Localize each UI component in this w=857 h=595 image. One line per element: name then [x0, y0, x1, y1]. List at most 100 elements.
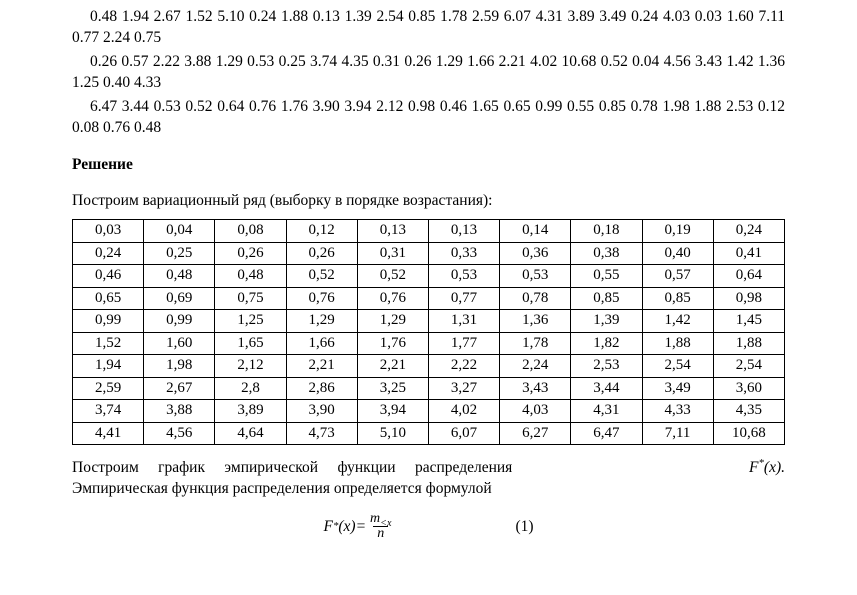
- table-cell: 0,52: [357, 265, 428, 288]
- formula-fraction: m<x n: [368, 512, 393, 541]
- table-cell: 1,94: [73, 355, 144, 378]
- table-cell: 0,14: [500, 220, 571, 243]
- table-cell: 4,35: [713, 400, 784, 423]
- table-cell: 3,74: [73, 400, 144, 423]
- table-cell: 2,54: [642, 355, 713, 378]
- data-paragraph-3: 6.47 3.44 0.53 0.52 0.64 0.76 1.76 3.90 …: [72, 96, 785, 139]
- table-cell: 6,27: [500, 422, 571, 445]
- table-cell: 4,02: [428, 400, 499, 423]
- table-cell: 4,33: [642, 400, 713, 423]
- table-cell: 0,99: [144, 310, 215, 333]
- empirical-definition-line-1: Построим график эмпирической функции рас…: [72, 457, 785, 478]
- table-cell: 2,59: [73, 377, 144, 400]
- table-cell: 0,77: [428, 287, 499, 310]
- table-cell: 4,56: [144, 422, 215, 445]
- table-cell: 0,19: [642, 220, 713, 243]
- variational-table-body: 0,030,040,080,120,130,130,140,180,190,24…: [73, 220, 785, 445]
- formula-block: F*(x) = m<x n (1): [72, 512, 785, 541]
- equation-number: (1): [515, 516, 533, 537]
- table-cell: 1,76: [357, 332, 428, 355]
- table-cell: 6,07: [428, 422, 499, 445]
- def-word-1: Построим: [72, 459, 139, 476]
- table-cell: 0,76: [357, 287, 428, 310]
- table-cell: 1,39: [571, 310, 642, 333]
- table-cell: 0,69: [144, 287, 215, 310]
- table-cell: 2,54: [713, 355, 784, 378]
- table-cell: 1,77: [428, 332, 499, 355]
- table-cell: 0,75: [215, 287, 286, 310]
- table-cell: 0,26: [215, 242, 286, 265]
- table-row: 0,030,040,080,120,130,130,140,180,190,24: [73, 220, 785, 243]
- table-row: 1,521,601,651,661,761,771,781,821,881,88: [73, 332, 785, 355]
- table-cell: 1,82: [571, 332, 642, 355]
- table-cell: 2,8: [215, 377, 286, 400]
- table-row: 3,743,883,893,903,944,024,034,314,334,35: [73, 400, 785, 423]
- table-cell: 1,52: [73, 332, 144, 355]
- table-row: 1,941,982,122,212,212,222,242,532,542,54: [73, 355, 785, 378]
- def-word-3: эмпирической: [224, 459, 318, 476]
- formula: F*(x) = m<x n: [323, 512, 395, 541]
- table-row: 0,990,991,251,291,291,311,361,391,421,45: [73, 310, 785, 333]
- table-cell: 0,85: [571, 287, 642, 310]
- table-cell: 4,03: [500, 400, 571, 423]
- table-cell: 0,24: [713, 220, 784, 243]
- table-cell: 0,31: [357, 242, 428, 265]
- table-cell: 6,47: [571, 422, 642, 445]
- table-cell: 0,64: [713, 265, 784, 288]
- table-cell: 0,26: [286, 242, 357, 265]
- table-cell: 0,24: [73, 242, 144, 265]
- data-paragraph-1: 0.48 1.94 2.67 1.52 5.10 0.24 1.88 0.13 …: [72, 6, 785, 49]
- formula-denominator: n: [373, 526, 388, 541]
- table-cell: 1,31: [428, 310, 499, 333]
- table-cell: 1,98: [144, 355, 215, 378]
- table-cell: 2,12: [215, 355, 286, 378]
- table-cell: 2,86: [286, 377, 357, 400]
- table-cell: 0,55: [571, 265, 642, 288]
- table-cell: 1,78: [500, 332, 571, 355]
- table-cell: 3,25: [357, 377, 428, 400]
- table-cell: 1,88: [713, 332, 784, 355]
- table-cell: 1,65: [215, 332, 286, 355]
- table-cell: 4,64: [215, 422, 286, 445]
- table-cell: 0,12: [286, 220, 357, 243]
- table-cell: 0,38: [571, 242, 642, 265]
- table-cell: 0,33: [428, 242, 499, 265]
- table-cell: 0,36: [500, 242, 571, 265]
- empirical-fn-notation: F*(x).: [737, 457, 785, 478]
- variational-table: 0,030,040,080,120,130,130,140,180,190,24…: [72, 219, 785, 445]
- table-row: 0,650,690,750,760,760,770,780,850,850,98: [73, 287, 785, 310]
- table-cell: 0,18: [571, 220, 642, 243]
- empirical-definition-line-2: Эмпирическая функция распределения опред…: [72, 478, 785, 499]
- formula-F: F: [323, 516, 332, 537]
- table-cell: 0,76: [286, 287, 357, 310]
- table-cell: 1,36: [500, 310, 571, 333]
- table-cell: 0,53: [500, 265, 571, 288]
- table-cell: 0,99: [73, 310, 144, 333]
- table-cell: 0,13: [428, 220, 499, 243]
- table-cell: 0,46: [73, 265, 144, 288]
- table-cell: 1,25: [215, 310, 286, 333]
- def-word-5: распределения: [415, 459, 512, 476]
- data-paragraph-2: 0.26 0.57 2.22 3.88 1.29 0.53 0.25 3.74 …: [72, 51, 785, 94]
- fn-F: F: [749, 459, 758, 476]
- fn-x: (x).: [764, 459, 785, 476]
- table-cell: 4,31: [571, 400, 642, 423]
- table-cell: 2,67: [144, 377, 215, 400]
- page: 0.48 1.94 2.67 1.52 5.10 0.24 1.88 0.13 …: [0, 0, 857, 595]
- table-cell: 0,08: [215, 220, 286, 243]
- table-cell: 3,94: [357, 400, 428, 423]
- table-cell: 0,57: [642, 265, 713, 288]
- table-cell: 10,68: [713, 422, 784, 445]
- table-cell: 0,48: [215, 265, 286, 288]
- table-cell: 0,40: [642, 242, 713, 265]
- solution-heading: Решение: [72, 154, 785, 175]
- table-cell: 4,41: [73, 422, 144, 445]
- table-cell: 1,29: [357, 310, 428, 333]
- table-cell: 1,60: [144, 332, 215, 355]
- table-row: 0,240,250,260,260,310,330,360,380,400,41: [73, 242, 785, 265]
- table-cell: 2,53: [571, 355, 642, 378]
- table-row: 4,414,564,644,735,106,076,276,477,1110,6…: [73, 422, 785, 445]
- table-cell: 3,60: [713, 377, 784, 400]
- table-cell: 0,53: [428, 265, 499, 288]
- table-row: 2,592,672,82,863,253,273,433,443,493,60: [73, 377, 785, 400]
